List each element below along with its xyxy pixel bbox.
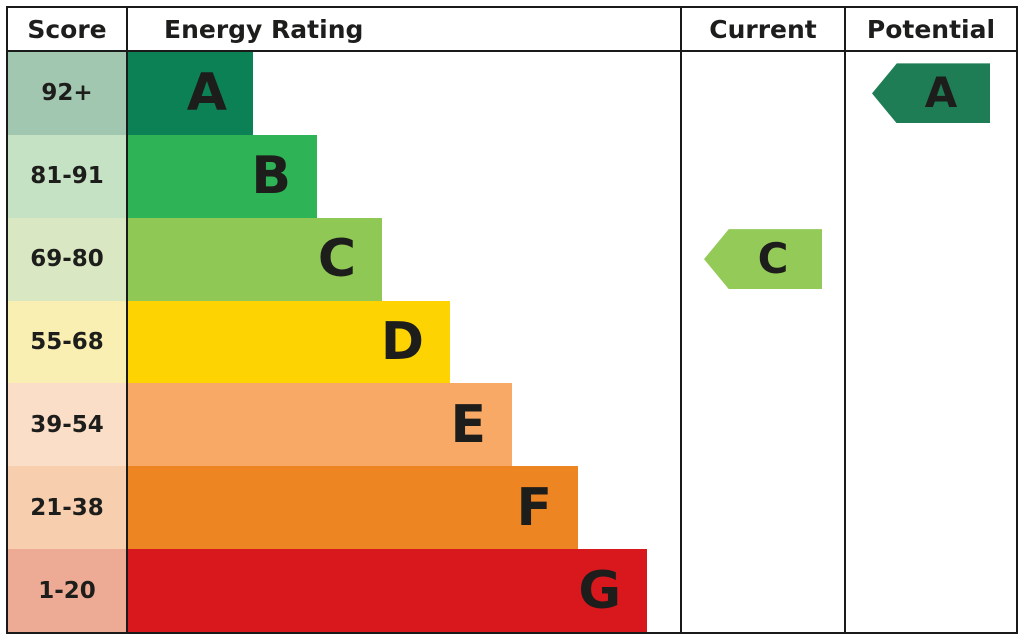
rating-bar-b: B xyxy=(128,134,317,218)
potential-cell-c xyxy=(846,217,1016,301)
band-letter-f: F xyxy=(516,477,552,538)
score-column-header: Score xyxy=(8,8,128,52)
potential-cell-a: A xyxy=(846,52,1016,135)
band-letter-d: D xyxy=(380,311,424,372)
band-letter-e: E xyxy=(450,394,486,455)
potential-cell-f xyxy=(846,466,1016,550)
score-range-label-g: 1-20 xyxy=(38,577,96,604)
potential-cell-d xyxy=(846,300,1016,384)
score-cell-c: 69-80 xyxy=(8,217,128,301)
rating-bar-d: D xyxy=(128,300,450,384)
score-cell-b: 81-91 xyxy=(8,134,128,218)
rating-bar-c: C xyxy=(128,217,382,301)
current-cell-c: C xyxy=(682,217,846,301)
current-cell-g xyxy=(682,549,846,632)
rating-bar-cell-d: D xyxy=(128,300,682,384)
current-cell-d xyxy=(682,300,846,384)
potential-column-header: Potential xyxy=(846,8,1016,52)
score-range-label-a: 92+ xyxy=(41,80,93,107)
potential-rating-letter: A xyxy=(924,68,958,118)
score-range-label-f: 21-38 xyxy=(30,494,104,521)
energy-performance-chart: Score Energy Rating Current Potential 92… xyxy=(6,6,1018,634)
current-cell-b xyxy=(682,134,846,218)
rating-bar-a: A xyxy=(128,52,253,135)
rating-bar-cell-g: G xyxy=(128,549,682,632)
rating-bar-cell-c: C xyxy=(128,217,682,301)
energy-rating-column-header: Energy Rating xyxy=(128,8,682,52)
current-cell-e xyxy=(682,383,846,467)
rating-bar-cell-e: E xyxy=(128,383,682,467)
score-range-label-c: 69-80 xyxy=(30,246,104,273)
score-range-label-d: 55-68 xyxy=(30,328,104,355)
score-cell-a: 92+ xyxy=(8,52,128,135)
current-cell-f xyxy=(682,466,846,550)
score-cell-d: 55-68 xyxy=(8,300,128,384)
score-cell-g: 1-20 xyxy=(8,549,128,632)
rating-bar-cell-b: B xyxy=(128,134,682,218)
current-column-header: Current xyxy=(682,8,846,52)
score-range-label-e: 39-54 xyxy=(30,411,104,438)
band-letter-c: C xyxy=(317,229,356,290)
potential-rating-arrow: A xyxy=(872,63,990,124)
current-rating-letter: C xyxy=(757,234,789,284)
rating-bar-cell-f: F xyxy=(128,466,682,550)
potential-cell-e xyxy=(846,383,1016,467)
rating-bar-e: E xyxy=(128,383,512,467)
score-cell-e: 39-54 xyxy=(8,383,128,467)
current-rating-arrow: C xyxy=(704,229,822,290)
rating-bar-cell-a: A xyxy=(128,52,682,135)
score-range-label-b: 81-91 xyxy=(30,163,104,190)
current-cell-a xyxy=(682,52,846,135)
rating-bar-f: F xyxy=(128,466,578,550)
band-letter-b: B xyxy=(251,146,291,207)
band-letter-a: A xyxy=(186,63,227,124)
band-letter-g: G xyxy=(578,560,621,621)
potential-cell-b xyxy=(846,134,1016,218)
rating-bar-g: G xyxy=(128,549,647,632)
score-cell-f: 21-38 xyxy=(8,466,128,550)
potential-cell-g xyxy=(846,549,1016,632)
